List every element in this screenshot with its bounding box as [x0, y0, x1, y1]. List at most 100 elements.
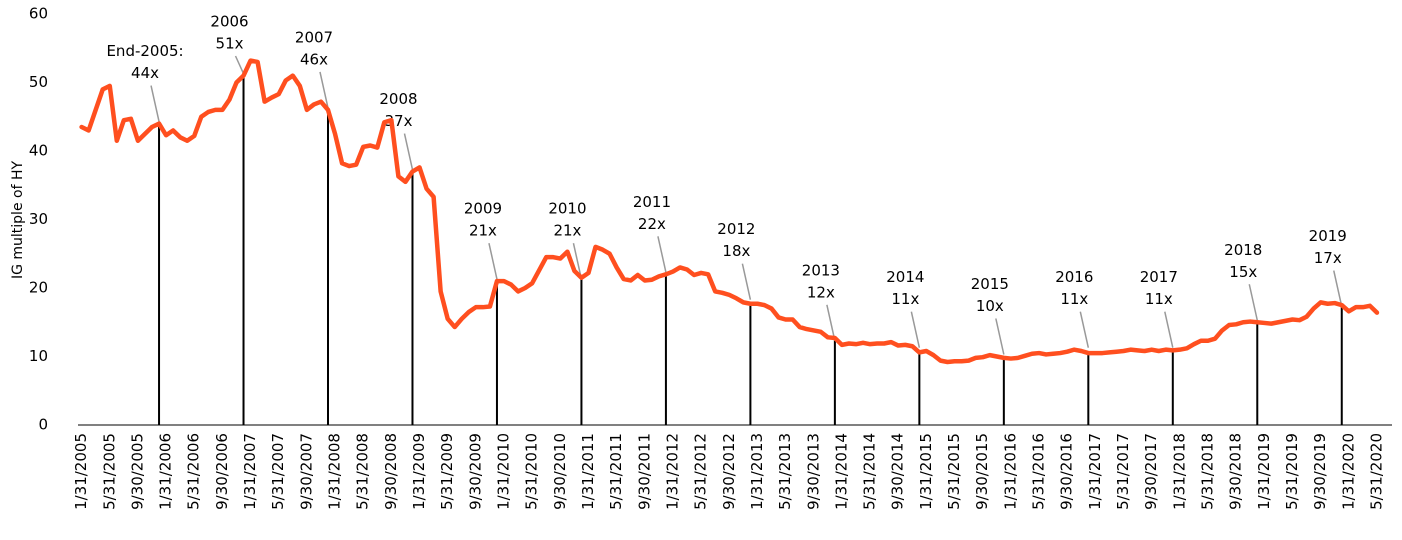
leader-line	[319, 71, 329, 109]
x-tick-label: 9/30/2012	[720, 433, 738, 510]
annotation-label: 11x	[891, 290, 919, 308]
y-tick-label: 30	[29, 210, 48, 228]
annotation-text: 2015	[971, 275, 1009, 293]
x-tick-label: 5/31/2006	[185, 433, 203, 510]
annotation-label: 11x	[1145, 290, 1173, 308]
annotation-text: 2014	[886, 268, 924, 286]
leader-line	[234, 55, 245, 74]
x-tick-label: 9/30/2006	[213, 433, 231, 510]
annotation-text: 2017	[1140, 268, 1178, 286]
x-tick-label: 1/31/2013	[748, 433, 766, 510]
x-tick-label: 5/31/2009	[438, 433, 456, 510]
x-tick-label: 1/31/2010	[495, 433, 513, 510]
annotation-text: 2012	[717, 220, 755, 238]
y-tick-label: 40	[29, 142, 48, 160]
x-tick-label: 9/30/2010	[551, 433, 569, 510]
annotation-label: 21x	[469, 222, 497, 240]
x-tick-label: 1/31/2018	[1170, 433, 1188, 510]
annotation-label: 46x	[300, 50, 328, 68]
y-tick-label: 50	[29, 73, 48, 91]
x-tick-label: 5/31/2019	[1283, 433, 1301, 510]
leader-line	[1079, 311, 1090, 348]
leader-line	[1164, 311, 1174, 348]
annotation-label: 15x	[1229, 263, 1257, 281]
x-tick-label: 5/31/2018	[1199, 433, 1217, 510]
x-tick-label: 9/30/2016	[1058, 433, 1076, 510]
annotation-label: 22x	[638, 215, 666, 233]
annotation-label: 11x	[1060, 290, 1088, 308]
x-tick-label: 5/31/2005	[100, 433, 118, 510]
x-tick-label: 1/31/2006	[157, 433, 175, 510]
annotation-text: 2007	[295, 28, 333, 46]
leader-line	[910, 311, 921, 348]
x-tick-label: 9/30/2009	[466, 433, 484, 510]
leader-line	[572, 242, 583, 280]
x-tick-label: 1/31/2008	[326, 433, 344, 510]
x-tick-label: 5/31/2020	[1367, 433, 1385, 510]
x-tick-label: 5/31/2013	[776, 433, 794, 510]
leader-line	[657, 236, 667, 273]
leader-line	[995, 318, 1005, 355]
y-tick-label: 0	[38, 416, 48, 434]
annotation-label: 12x	[807, 283, 835, 301]
x-tick-label: 5/31/2015	[945, 433, 963, 510]
x-tick-label: 9/30/2015	[973, 433, 991, 510]
annotation-text: 2010	[548, 200, 586, 218]
x-tick-label: 5/31/2016	[1030, 433, 1048, 510]
y-axis-label: IG multiple of HY	[10, 161, 26, 280]
x-tick-label: 9/30/2007	[297, 433, 315, 510]
annotation-text: 2009	[464, 200, 502, 218]
annotation-text: 2018	[1224, 241, 1262, 259]
x-tick-label: 9/30/2014	[889, 433, 907, 510]
x-tick-label: 1/31/2007	[241, 433, 259, 510]
x-tick-label: 1/31/2016	[1001, 433, 1019, 510]
annotation-text: 2008	[379, 90, 417, 108]
x-tick-label: 1/31/2017	[1086, 433, 1104, 510]
x-tick-label: 1/31/2012	[663, 433, 681, 510]
annotation-text: 2013	[802, 261, 840, 279]
annotation-text: 2016	[1055, 268, 1093, 286]
x-tick-label: 1/31/2011	[579, 433, 597, 510]
series-line	[79, 58, 1380, 365]
annotation-label: 51x	[216, 35, 244, 53]
annotation-text: 2019	[1309, 227, 1347, 245]
x-tick-label: 5/31/2014	[861, 433, 879, 510]
leader-line	[741, 263, 752, 300]
leader-line	[150, 85, 160, 122]
annotation-label: 10x	[976, 297, 1004, 315]
x-tick-label: 1/31/2005	[72, 433, 90, 510]
x-tick-label: 1/31/2009	[410, 433, 428, 510]
leader-line	[1333, 270, 1343, 307]
x-tick-label: 5/31/2017	[1114, 433, 1132, 510]
x-tick-label: 9/30/2013	[804, 433, 822, 510]
x-tick-label: 5/31/2008	[354, 433, 372, 510]
annotation-label: 21x	[553, 222, 581, 240]
x-tick-label: 1/31/2014	[832, 433, 850, 510]
x-tick-label: 5/31/2011	[607, 433, 625, 510]
x-tick-label: 5/31/2007	[269, 433, 287, 510]
leader-line	[403, 133, 414, 170]
leader-line	[1248, 284, 1259, 321]
x-tick-label: 9/30/2017	[1142, 433, 1160, 510]
y-tick-label: 20	[29, 279, 48, 297]
annotation-label: 17x	[1314, 249, 1342, 267]
x-tick-label: 9/30/2018	[1227, 433, 1245, 510]
x-tick-label: 1/31/2020	[1339, 433, 1357, 510]
x-tick-label: 9/30/2008	[382, 433, 400, 510]
annotation-text: End-2005:	[106, 42, 183, 60]
annotation-label: 44x	[131, 64, 159, 82]
x-tick-label: 9/30/2005	[128, 433, 146, 510]
annotation-text: 2011	[633, 193, 671, 211]
x-tick-label: 1/31/2019	[1255, 433, 1273, 510]
leader-line	[826, 304, 836, 341]
y-tick-label: 60	[29, 5, 48, 23]
y-tick-label: 10	[29, 347, 48, 365]
annotation-label: 18x	[722, 242, 750, 260]
leader-line	[488, 242, 498, 280]
x-tick-label: 9/30/2019	[1311, 433, 1329, 510]
x-tick-label: 5/31/2012	[692, 433, 710, 510]
x-tick-label: 5/31/2010	[523, 433, 541, 510]
annotation-text: 2006	[210, 13, 248, 31]
x-tick-label: 1/31/2015	[917, 433, 935, 510]
